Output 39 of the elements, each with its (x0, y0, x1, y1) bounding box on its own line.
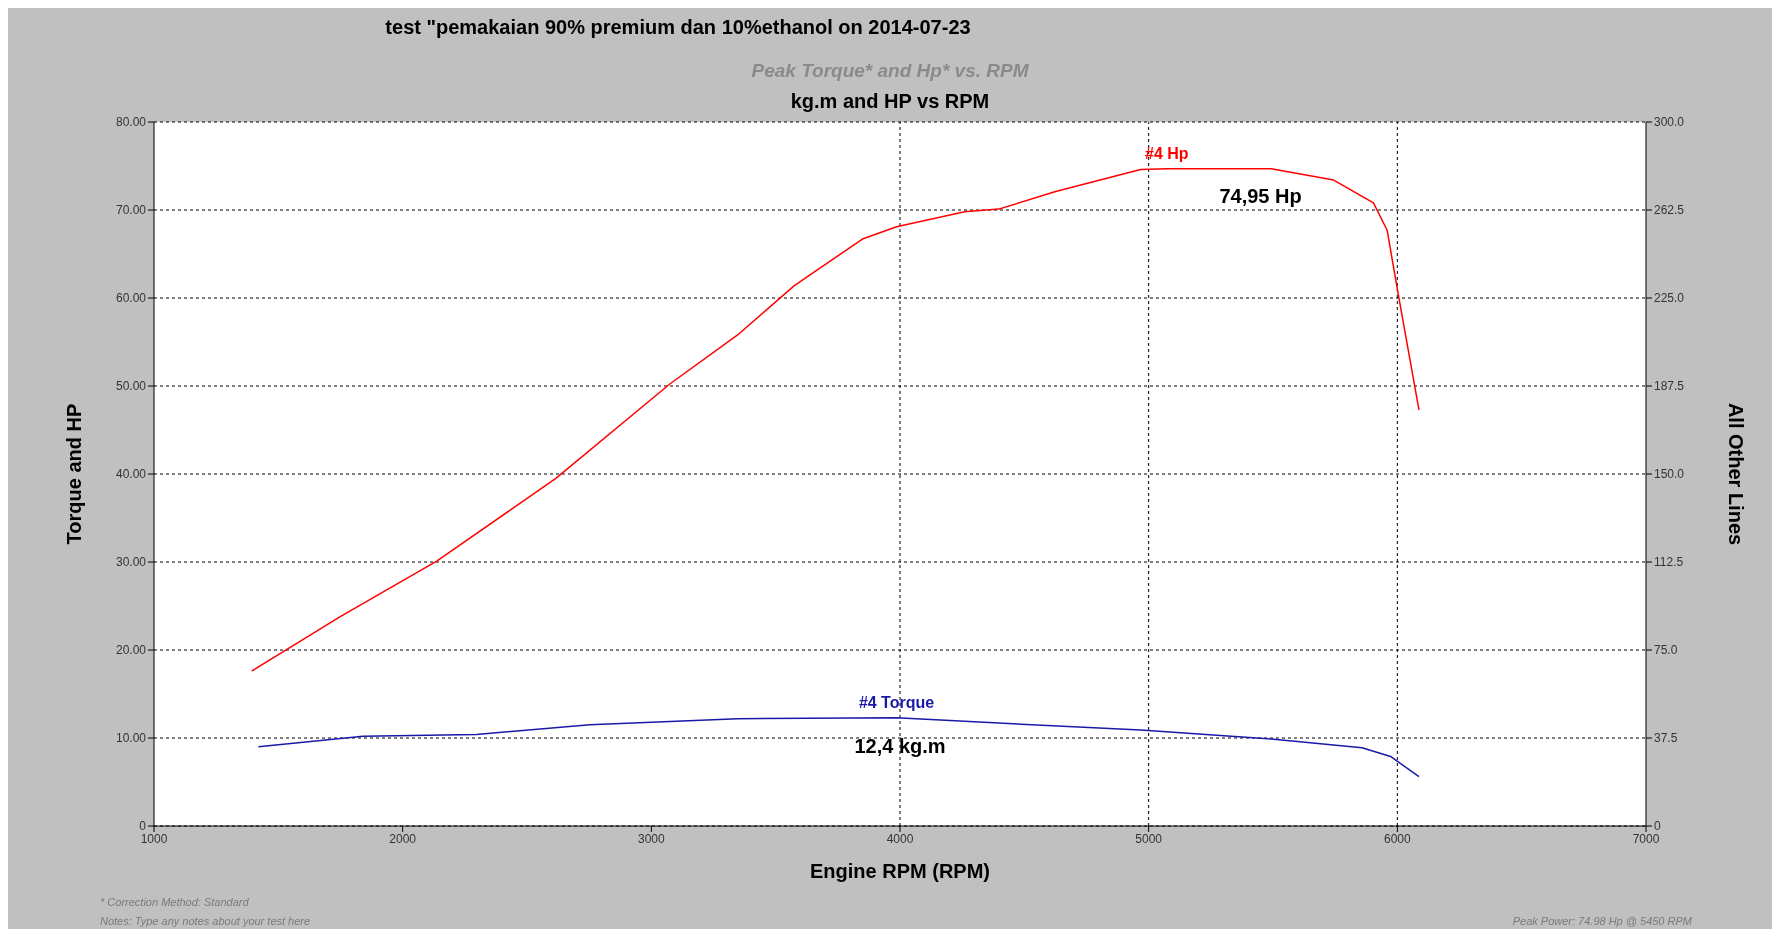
y-tick-label: 10.00 (115, 731, 147, 746)
x-tick-label: 2000 (389, 831, 417, 846)
x-tick-label: 3000 (637, 831, 665, 846)
x-tick-label: 5000 (1135, 831, 1163, 846)
text: Notes: Type any notes about your test here (100, 915, 311, 927)
y2-tick-label: 225.0 (1654, 291, 1685, 306)
x-axis-title: Engine RPM (RPM) (810, 860, 990, 882)
x-tick-label: 7000 (1632, 831, 1660, 846)
y-axis-title: Torque and HP (63, 403, 86, 545)
y2-axis-title: All Other Lines (1724, 402, 1747, 546)
y-tick-label: 70.00 (115, 203, 147, 218)
x-tick-label: 1000 (140, 831, 168, 846)
y2-tick-label: 150.0 (1654, 467, 1685, 482)
y2-tick-label: 0 (1654, 819, 1661, 834)
y-tick-label: 40.00 (115, 467, 147, 482)
y-tick-label: 0 (139, 819, 147, 834)
text: Peak Power: 74.98 Hp @ 5450 RPM (1512, 915, 1692, 927)
y-tick-label: 20.00 (115, 643, 147, 658)
series-label: #4 Hp (1145, 144, 1189, 162)
text: * Correction Method: Standard (100, 896, 249, 908)
x-tick-label: 4000 (886, 831, 914, 846)
y2-tick-label: 300.0 (1654, 115, 1685, 130)
series-label: #4 Torque (858, 693, 935, 711)
y2-tick-label: 112.5 (1654, 555, 1684, 570)
line-series (250, 167, 1420, 672)
y2-tick-label: 187.5 (1654, 379, 1685, 394)
y-tick-label: 50.00 (115, 379, 147, 394)
y-tick-label: 80.00 (115, 115, 147, 130)
line-series (257, 717, 1420, 778)
chart-title: test "pemakaian 90% premium dan 10%ethanol on 2014-07-23 (385, 16, 971, 38)
x-tick-label: 6000 (1383, 831, 1411, 846)
y-tick-label: 60.00 (115, 291, 147, 306)
y2-tick-label: 75.0 (1654, 643, 1678, 658)
y2-tick-label: 262.5 (1654, 203, 1685, 218)
annotation: 12,4 kg.m (854, 735, 946, 758)
y-tick-label: 30.00 (115, 555, 147, 570)
text: kg.m and HP vs RPM (789, 90, 991, 113)
y2-tick-label: 37.5 (1654, 731, 1678, 746)
annotation: 74,95 Hp (1219, 184, 1302, 207)
